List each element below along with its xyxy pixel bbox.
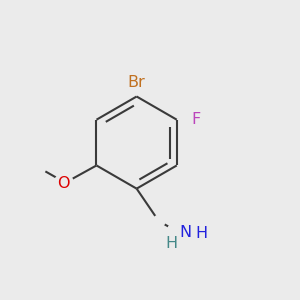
Text: F: F	[191, 112, 200, 127]
Text: N: N	[180, 225, 192, 240]
Circle shape	[125, 71, 148, 94]
Circle shape	[167, 220, 192, 245]
Circle shape	[183, 111, 199, 128]
Text: O: O	[58, 176, 70, 191]
Text: H: H	[195, 226, 207, 241]
Text: H: H	[165, 236, 178, 251]
Circle shape	[153, 215, 165, 227]
Text: Br: Br	[128, 75, 146, 90]
Circle shape	[54, 174, 73, 193]
